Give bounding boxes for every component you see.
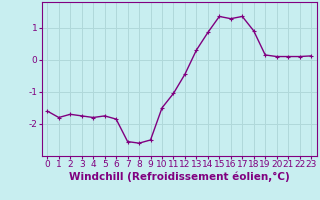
X-axis label: Windchill (Refroidissement éolien,°C): Windchill (Refroidissement éolien,°C) xyxy=(69,172,290,182)
